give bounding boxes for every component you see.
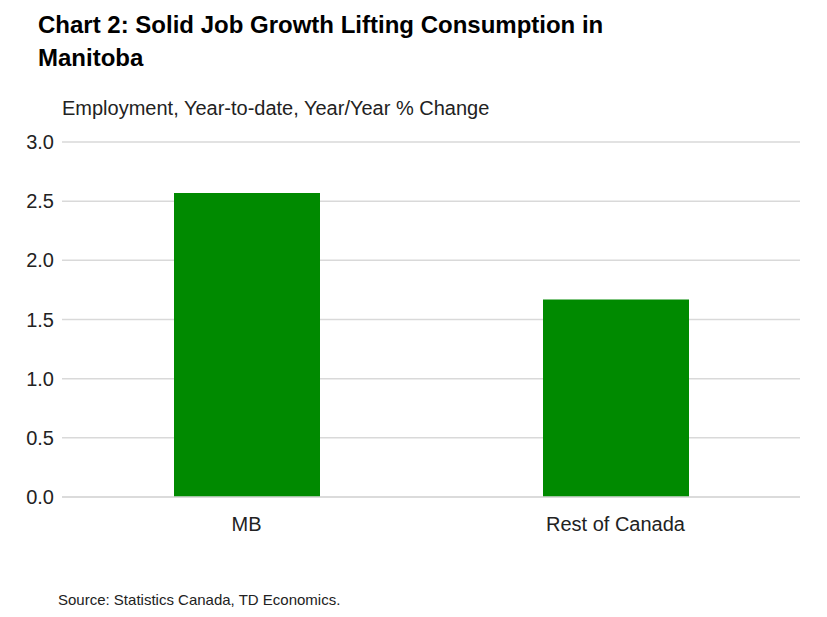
html-text:Source: Statistics Canada, TD: Source: Statistics Canada, TD Economics. (58, 591, 341, 608)
html-text:Chart 2: Solid Job Growth Lift: Chart 2: Solid Job Growth Lifting Consum… (38, 11, 604, 71)
svg-text:0.5: 0.5 (26, 427, 54, 449)
svg-text:2.0: 2.0 (26, 249, 54, 271)
svg-text:3.0: 3.0 (26, 131, 54, 153)
svg-text:MB: MB (232, 513, 262, 535)
svg-text:0.0: 0.0 (26, 486, 54, 508)
html-text:Employment, Year-to-date, Year: Employment, Year-to-date, Year/Year % Ch… (62, 97, 490, 119)
svg-text:1.0: 1.0 (26, 368, 54, 390)
svg-text:1.5: 1.5 (26, 309, 54, 331)
svg-text:2.5: 2.5 (26, 190, 54, 212)
svg-text:Rest of Canada: Rest of Canada (546, 513, 686, 535)
